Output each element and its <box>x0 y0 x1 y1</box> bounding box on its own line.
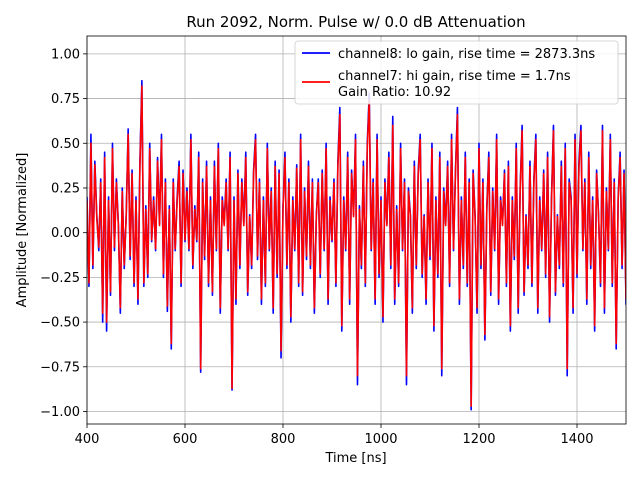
x-tick-label: 1200 <box>462 432 495 447</box>
x-axis-label: Time [ns] <box>324 451 386 466</box>
y-tick-label: 0.75 <box>51 92 80 107</box>
x-tick-label: 800 <box>271 432 296 447</box>
x-tick-label: 1400 <box>560 432 593 447</box>
legend-label-lo-gain: channel8: lo gain, rise time = 2873.3ns <box>338 47 595 62</box>
legend: channel8: lo gain, rise time = 2873.3ns … <box>294 40 619 105</box>
y-tick-label: −0.50 <box>40 316 80 331</box>
chart-title: Run 2092, Norm. Pulse w/ 0.0 dB Attenuat… <box>186 13 525 31</box>
legend-label-hi-gain: channel7: hi gain, rise time = 1.7ns <box>338 69 571 84</box>
y-tick-label: −1.00 <box>40 405 80 420</box>
y-tick-label: 0.00 <box>51 226 80 241</box>
plot-frame <box>86 35 627 425</box>
axis-ticks: 400 600 800 1000 1200 1400 −1.00 −0.75 −0.50 −0.2… <box>40 47 593 447</box>
series-line-hi-gain <box>87 85 626 407</box>
series-layer <box>87 79 626 411</box>
y-tick-label: 0.50 <box>51 137 80 152</box>
legend-box <box>294 40 619 105</box>
y-axis-label: Amplitude [Normalized] <box>15 153 30 308</box>
legend-gain-ratio: Gain Ratio: 10.92 <box>338 85 451 100</box>
y-tick-label: −0.75 <box>40 360 80 375</box>
y-tick-label: −0.25 <box>40 271 80 286</box>
y-tick-label: 0.25 <box>51 181 80 196</box>
y-tick-label: 1.00 <box>51 47 80 62</box>
x-tick-label: 400 <box>75 432 100 447</box>
x-tick-label: 1000 <box>364 432 397 447</box>
x-tick-label: 600 <box>173 432 198 447</box>
